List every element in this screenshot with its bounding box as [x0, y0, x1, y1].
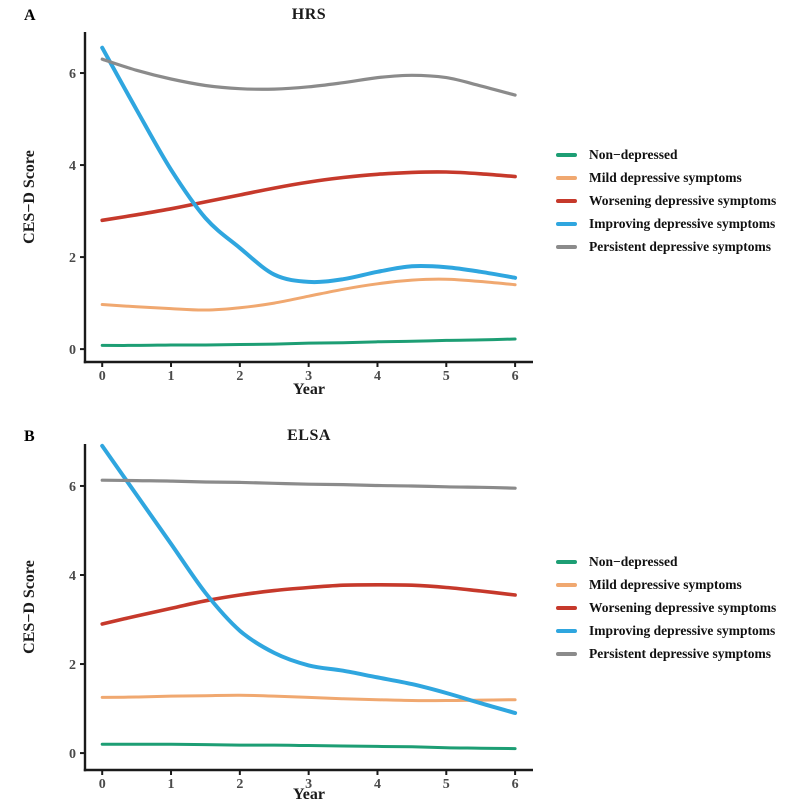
legend-item: Improving depressive symptoms: [556, 213, 776, 236]
legend-swatch-worsening-depressive-symptoms: [556, 605, 577, 610]
series-line-non-depressed: [100, 742, 517, 751]
legend-swatch-improving-depressive-symptoms: [556, 629, 577, 634]
y-tick-label: 4: [69, 569, 76, 584]
chart-title-hrs: HRS: [291, 6, 327, 23]
x-tick-label: 6: [512, 369, 519, 384]
x-axis-title-a: Year: [293, 381, 325, 398]
legend-label: Worsening depressive symptoms: [589, 192, 777, 208]
y-tick-label: 6: [69, 480, 76, 495]
legend-swatch-non-depressed: [556, 152, 577, 157]
legend-item: Persistent depressive symptoms: [556, 236, 776, 259]
y-tick-label: 0: [69, 747, 76, 762]
legend-swatch-worsening-depressive-symptoms: [556, 198, 577, 203]
legend-swatch-mild-depressive-symptoms: [556, 582, 577, 587]
x-tick-label: 2: [236, 777, 243, 792]
legend-item: Mild depressive symptoms: [556, 166, 776, 189]
legend-label: Improving depressive symptoms: [589, 216, 776, 232]
x-tick-label: 2: [236, 369, 243, 384]
panel-label-b: B: [24, 428, 35, 445]
x-tick-label: 3: [305, 777, 312, 792]
x-tick-label: 4: [374, 369, 381, 384]
legend-item: Non−depressed: [556, 550, 776, 573]
series-line-persistent-depressive-symptoms: [100, 57, 517, 97]
legend-label: Non−depressed: [589, 553, 678, 569]
legend-b: Non−depressed Mild depressive symptoms Wor…: [556, 550, 776, 666]
series-line-non-depressed: [100, 337, 517, 347]
legend-swatch-persistent-depressive-symptoms: [556, 652, 577, 657]
legend-swatch-persistent-depressive-symptoms: [556, 245, 577, 250]
x-tick-label: 3: [305, 369, 312, 384]
legend-swatch-non-depressed: [556, 559, 577, 564]
series-line-worsening-depressive-symptoms: [100, 583, 517, 626]
legend-label: Mild depressive symptoms: [589, 169, 742, 185]
x-tick-label: 1: [168, 369, 175, 384]
series-line-persistent-depressive-symptoms: [100, 478, 517, 490]
y-tick-label: 2: [69, 251, 76, 266]
legend-label: Persistent depressive symptoms: [589, 239, 771, 255]
y-tick-label: 0: [69, 343, 76, 358]
x-tick-label: 5: [443, 369, 450, 384]
legend-item: Non−depressed: [556, 143, 776, 166]
legend-item: Mild depressive symptoms: [556, 573, 776, 596]
panel-label-a: A: [24, 7, 36, 24]
legend-label: Worsening depressive symptoms: [589, 599, 777, 615]
x-tick-label: 4: [374, 777, 381, 792]
x-tick-label: 5: [443, 777, 450, 792]
series-line-improving-depressive-symptoms: [100, 443, 518, 715]
series-line-worsening-depressive-symptoms: [100, 170, 517, 223]
y-axis-title-b: CES−D Score: [21, 560, 38, 654]
x-tick-label: 1: [168, 777, 175, 792]
x-tick-label: 0: [99, 777, 106, 792]
legend-item: Improving depressive symptoms: [556, 620, 776, 643]
legend-item: Worsening depressive symptoms: [556, 189, 776, 212]
legend-label: Persistent depressive symptoms: [589, 646, 771, 662]
x-axis-title-b: Year: [293, 786, 325, 803]
chart-title-elsa: ELSA: [287, 427, 331, 444]
y-tick-label: 4: [69, 159, 76, 174]
legend-item: Persistent depressive symptoms: [556, 643, 776, 666]
series-line-mild-depressive-symptoms: [100, 277, 517, 312]
x-tick-label: 6: [512, 777, 519, 792]
legend-item: Worsening depressive symptoms: [556, 596, 776, 619]
y-tick-label: 6: [69, 67, 76, 82]
legend-label: Non−depressed: [589, 146, 678, 162]
legend-label: Mild depressive symptoms: [589, 576, 742, 592]
legend-swatch-improving-depressive-symptoms: [556, 222, 577, 227]
series-line-mild-depressive-symptoms: [100, 693, 517, 703]
legend-swatch-mild-depressive-symptoms: [556, 175, 577, 180]
legend-label: Improving depressive symptoms: [589, 623, 776, 639]
y-axis-title-a: CES−D Score: [21, 150, 38, 244]
series-line-improving-depressive-symptoms: [100, 45, 518, 285]
y-tick-label: 2: [69, 658, 76, 673]
x-tick-label: 0: [99, 369, 106, 384]
legend-a: Non−depressed Mild depressive symptoms Wor…: [556, 143, 776, 259]
